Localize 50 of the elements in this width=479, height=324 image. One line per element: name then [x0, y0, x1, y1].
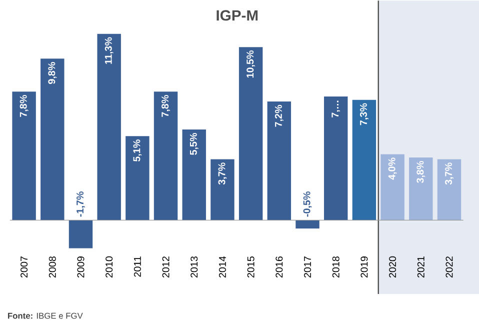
data-label: 3,7%	[445, 162, 454, 185]
data-label: 7,8%	[20, 95, 28, 118]
x-tick-label: 2016	[276, 256, 283, 278]
bar	[182, 130, 206, 220]
bar	[154, 92, 178, 220]
x-tick-label: 2011	[134, 256, 141, 277]
x-tick-label: 2008	[48, 256, 56, 278]
data-label: 7,3%	[360, 103, 368, 126]
data-label: 3,7%	[218, 162, 227, 185]
data-label: 9,8%	[48, 62, 57, 84]
x-tick-label: 2022	[446, 256, 453, 278]
data-label: 5,5%	[190, 133, 198, 156]
x-tick-label: 2013	[190, 256, 198, 278]
x-tick-label: 2010	[106, 256, 113, 278]
x-tick-label: 2015	[247, 256, 254, 278]
x-tick-label: 2009	[77, 256, 84, 278]
data-label: 5,1%	[133, 140, 142, 162]
bar	[267, 102, 292, 220]
chart-title: IGP-M	[216, 10, 258, 21]
x-tick-label: 2018	[332, 256, 340, 278]
bar	[12, 92, 36, 220]
data-label: -0,5%	[303, 192, 312, 217]
data-label: 7,…	[332, 100, 340, 118]
data-label: 11,3%	[104, 37, 114, 64]
bar	[437, 159, 462, 220]
x-tick-label: 2012	[162, 256, 170, 278]
bar	[210, 159, 234, 220]
data-label: 10,5%	[246, 50, 256, 78]
data-label: -1,7%	[76, 192, 85, 217]
x-tick-label: 2021	[417, 256, 424, 278]
bar	[97, 34, 121, 220]
x-tick-label: 2019	[360, 256, 368, 278]
x-tick-label: 2017	[304, 256, 312, 278]
x-tick-label: 2007	[20, 256, 28, 278]
bar	[40, 58, 64, 220]
data-label: 3,8%	[416, 161, 426, 184]
bar	[324, 96, 348, 220]
bar	[126, 136, 150, 220]
data-label: 7,2%	[274, 105, 284, 127]
bar	[380, 154, 404, 220]
data-label: 7,8%	[162, 95, 170, 118]
text: Fonte: IBGE e FGV	[8, 312, 83, 319]
bar	[296, 220, 320, 229]
x-tick-label: 2014	[218, 256, 226, 278]
x-tick-label: 2020	[389, 256, 396, 278]
bar	[68, 220, 93, 248]
data-label: 4,0%	[388, 158, 397, 180]
bar	[409, 158, 433, 220]
bar	[238, 47, 263, 220]
bar	[352, 100, 376, 220]
